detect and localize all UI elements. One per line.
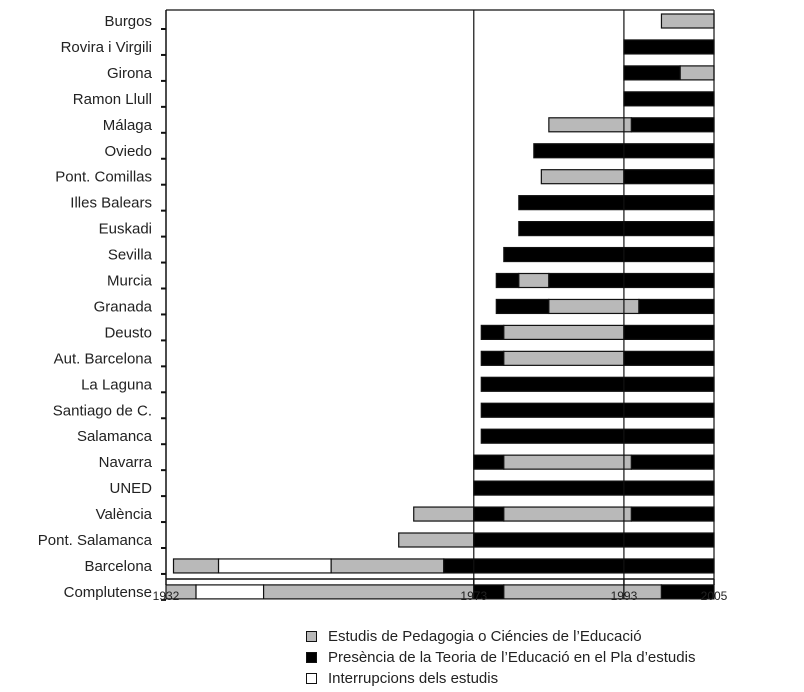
- legend-swatch-interrupcio: [306, 673, 317, 684]
- bar-segment-valencia-teoria: [473, 506, 505, 522]
- bar-segment-complutense-interrupcio: [195, 584, 265, 600]
- bar-segment-uned-teoria: [473, 480, 715, 496]
- category-label-granada: Granada: [94, 298, 153, 315]
- x-tick-label-2005: 2005: [701, 589, 728, 603]
- bar-segment-pont-salamanca-pedagogia: [398, 532, 475, 548]
- bar-segment-complutense-pedagogia: [262, 584, 475, 600]
- bar-segment-pont-salamanca-teoria: [473, 532, 715, 548]
- bar-segment-la-laguna-teoria: [480, 376, 715, 392]
- category-label-euskadi: Euskadi: [99, 221, 152, 238]
- bar-segment-valencia-pedagogia: [503, 506, 633, 522]
- bar-segment-navarra-pedagogia: [503, 454, 633, 470]
- legend-item-pedagogia: Estudis de Pedagogia o Ciéncies de l’Edu…: [306, 626, 695, 647]
- bar-segment-santiago-de-c-teoria: [480, 402, 715, 418]
- category-label-malaga: Málaga: [103, 117, 153, 134]
- legend-swatch-teoria: [306, 652, 317, 663]
- category-label-la-laguna: La Laguna: [81, 376, 153, 393]
- category-label-barcelona: Barcelona: [84, 558, 152, 575]
- bar-segment-valencia-pedagogia: [413, 506, 475, 522]
- x-tick-label-1993: 1993: [611, 589, 638, 603]
- bar-segment-aut-barcelona-pedagogia: [503, 350, 625, 366]
- bar-segment-salamanca-teoria: [480, 428, 715, 444]
- category-label-pont-salamanca: Pont. Salamanca: [38, 532, 153, 549]
- bar-segment-pont-comillas-pedagogia: [540, 169, 625, 185]
- axis-layer: [161, 9, 715, 601]
- category-label-sevilla: Sevilla: [108, 247, 153, 264]
- timeline-chart: Burgos Rovira i Virgili Girona Ramon Llull M…: [38, 9, 728, 603]
- bar-segment-girona-pedagogia: [679, 65, 715, 81]
- category-label-ramon-llull: Ramon Llull: [73, 91, 152, 108]
- x-tick-label-1932: 1932: [153, 589, 180, 603]
- bar-segment-rovira-i-virgili-teoria: [623, 39, 715, 55]
- bar-segment-deusto-pedagogia: [503, 324, 625, 340]
- bar-segment-aut-barcelona-teoria: [623, 350, 715, 366]
- bar-segment-illes-balears-teoria: [518, 195, 715, 211]
- category-label-rovira-i-virgili: Rovira i Virgili: [61, 39, 152, 56]
- category-label-oviedo: Oviedo: [104, 143, 152, 160]
- category-label-salamanca: Salamanca: [77, 428, 153, 445]
- legend-label-interrupcio: Interrupcions dels estudis: [328, 670, 499, 687]
- bar-segment-deusto-teoria: [623, 324, 715, 340]
- bar-segment-navarra-teoria: [473, 454, 505, 470]
- bar-segment-murcia-teoria: [495, 272, 520, 289]
- bar-segment-barcelona-teoria: [443, 558, 715, 574]
- bar-segment-pont-comillas-teoria: [623, 169, 715, 185]
- category-label-burgos: Burgos: [104, 13, 152, 30]
- bar-segment-malaga-teoria: [630, 117, 715, 133]
- bar-segment-granada-teoria: [638, 298, 715, 315]
- bar-segment-navarra-teoria: [630, 454, 715, 470]
- bar-segment-barcelona-pedagogia: [172, 558, 220, 574]
- legend-label-teoria: Presència de la Teoria de l’Educació en …: [328, 649, 696, 666]
- bar-segment-malaga-pedagogia: [548, 117, 633, 133]
- bar-segment-valencia-teoria: [630, 506, 715, 522]
- category-label-aut-barcelona: Aut. Barcelona: [54, 350, 153, 367]
- bar-segment-complutense-pedagogia: [503, 584, 625, 600]
- bars-layer: [165, 13, 715, 600]
- category-label-navarra: Navarra: [99, 454, 153, 471]
- bar-segment-barcelona-pedagogia: [330, 558, 445, 574]
- bar-segment-granada-teoria: [495, 298, 550, 315]
- bar-segment-burgos-pedagogia: [660, 13, 715, 29]
- bar-segment-murcia-pedagogia: [518, 272, 550, 289]
- bar-segment-barcelona-interrupcio: [217, 558, 332, 574]
- category-label-deusto: Deusto: [104, 324, 152, 341]
- category-labels: Burgos Rovira i Virgili Girona Ramon Llull M…: [38, 13, 153, 601]
- category-label-murcia: Murcia: [107, 273, 153, 290]
- bar-segment-deusto-teoria: [480, 324, 505, 340]
- legend-item-interrupcio: Interrupcions dels estudis: [306, 668, 695, 689]
- bar-segment-aut-barcelona-teoria: [480, 350, 505, 366]
- bar-segment-girona-teoria: [623, 65, 681, 81]
- bar-segment-sevilla-teoria: [503, 246, 715, 263]
- category-label-illes-balears: Illes Balears: [70, 195, 152, 212]
- bar-segment-murcia-teoria: [548, 272, 715, 289]
- legend: Estudis de Pedagogia o Ciéncies de l’Edu…: [306, 626, 695, 689]
- legend-label-pedagogia: Estudis de Pedagogia o Ciéncies de l’Edu…: [328, 628, 642, 645]
- category-label-valencia: València: [96, 506, 153, 523]
- category-label-pont-comillas: Pont. Comillas: [55, 169, 152, 186]
- x-tick-labels: 1932 1973 1993 2005: [153, 589, 728, 603]
- bar-segment-ramon-llull-teoria: [623, 91, 715, 107]
- category-label-girona: Girona: [107, 65, 153, 82]
- bar-segment-granada-pedagogia: [548, 298, 640, 315]
- legend-item-teoria: Presència de la Teoria de l’Educació en …: [306, 647, 695, 668]
- bar-segment-complutense-teoria: [660, 584, 715, 600]
- x-tick-label-1973: 1973: [460, 589, 487, 603]
- legend-swatch-pedagogia: [306, 631, 317, 642]
- category-label-uned: UNED: [109, 480, 152, 497]
- category-label-complutense: Complutense: [64, 584, 152, 601]
- category-label-santiago-de-c: Santiago de C.: [53, 402, 152, 419]
- bar-segment-euskadi-teoria: [518, 221, 715, 237]
